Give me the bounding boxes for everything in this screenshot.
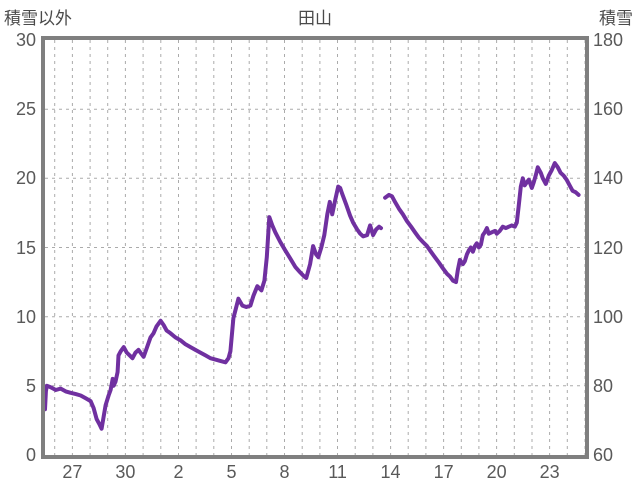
snow-depth-line: [383, 161, 581, 285]
y-axis-label-right: 160: [593, 99, 624, 120]
x-axis-label: 2: [173, 462, 184, 482]
y-axis-label-right: 100: [593, 306, 624, 327]
y-axis-label-left: 0: [25, 445, 36, 465]
x-axis-label: 14: [380, 462, 401, 482]
y-axis-label-right: 80: [593, 375, 614, 396]
x-axis-label: 30: [115, 462, 136, 482]
x-axis-label: 17: [433, 462, 454, 482]
snow-depth-line: [45, 184, 383, 431]
x-axis-label: 20: [486, 462, 507, 482]
left-axis-title: 積雪以外: [4, 9, 72, 28]
x-axis-label: 11: [328, 462, 347, 482]
y-axis-label-right: 60: [593, 445, 614, 465]
x-axis-label: 23: [539, 462, 560, 482]
y-axis-label-right: 120: [593, 237, 624, 258]
y-axis-label-left: 10: [15, 306, 36, 327]
y-axis-label-left: 15: [15, 237, 36, 258]
right-axis-title: 積雪: [599, 9, 633, 28]
y-axis-label-right: 180: [593, 30, 624, 50]
y-axis-label-left: 25: [15, 99, 36, 120]
chart-canvas: [45, 40, 585, 455]
y-axis-label-right: 140: [593, 168, 624, 189]
chart-title: 田山: [298, 9, 332, 28]
x-axis-label: 8: [279, 462, 290, 482]
y-axis-label-left: 30: [15, 30, 36, 50]
plot-area: [41, 36, 589, 459]
y-axis-label-left: 20: [15, 168, 36, 189]
y-axis-label-left: 5: [25, 375, 36, 396]
x-axis-label: 5: [226, 462, 237, 482]
x-axis-label: 27: [62, 462, 83, 482]
